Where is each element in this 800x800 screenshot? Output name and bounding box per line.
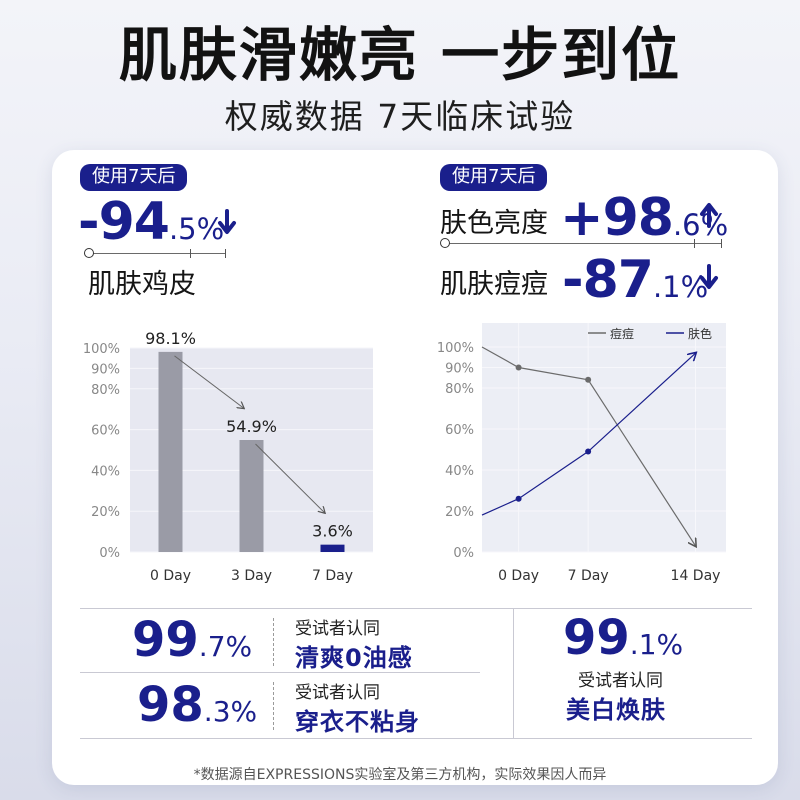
rule-tick xyxy=(721,239,722,248)
stat-separator xyxy=(273,682,274,730)
data-label: 54.9% xyxy=(226,417,277,436)
down-arrow-icon xyxy=(217,209,237,244)
stat-whitening-dec: .1% xyxy=(630,628,683,661)
page-subtitle: 权威数据 7天临床试验 xyxy=(0,90,800,138)
stats-top-divider xyxy=(80,608,752,609)
up-arrow-icon xyxy=(699,200,719,235)
y-tick-label: 80% xyxy=(91,383,120,398)
y-tick-label: 80% xyxy=(445,382,474,397)
stat-whitening-int: 99 xyxy=(563,610,630,666)
y-tick-label: 40% xyxy=(91,464,120,479)
left-metric-label: 肌肤鸡皮 xyxy=(88,262,196,301)
stats-bottom-divider xyxy=(80,738,752,739)
stat-nonsticky-claim: 穿衣不粘身 xyxy=(295,702,420,737)
stat-nonsticky-dec: .3% xyxy=(204,695,257,728)
stats-vertical-divider xyxy=(513,608,514,738)
bar xyxy=(159,352,183,552)
bar xyxy=(321,545,345,552)
left-metric-int: -94 xyxy=(78,192,169,252)
stat-oilfree-dec: .7% xyxy=(199,630,252,663)
left-metric-value: -94.5% xyxy=(78,192,224,252)
y-tick-label: 60% xyxy=(445,423,474,438)
line-chart: 100% 90% 80% 60% 40% 20% 0% 0 Day 7 Day 14 Day 痘痘 肤… xyxy=(420,315,740,590)
x-tick-label: 7 Day xyxy=(312,568,353,584)
y-tick-label: 100% xyxy=(83,342,120,357)
y-tick-label: 90% xyxy=(91,362,120,377)
series-point xyxy=(585,377,591,383)
series-point xyxy=(516,365,522,371)
x-tick-label: 0 Day xyxy=(150,568,191,584)
acne-value: -87.1% xyxy=(562,250,708,310)
y-tick-label: 20% xyxy=(445,505,474,520)
data-label: 3.6% xyxy=(312,522,353,541)
left-metric-dec: .5% xyxy=(169,212,224,246)
rule-tick xyxy=(694,239,695,248)
stat-oilfree-int: 99 xyxy=(132,612,199,668)
stat-whitening-claim: 美白焕肤 xyxy=(566,690,666,725)
stat-nonsticky-int: 98 xyxy=(137,677,204,733)
rule-tick xyxy=(190,249,191,258)
stat-nonsticky-caption: 受试者认同 xyxy=(295,678,380,703)
acne-label: 肌肤痘痘 xyxy=(440,262,548,301)
page-title: 肌肤滑嫩亮 一步到位 xyxy=(0,8,800,92)
stat-oilfree-claim: 清爽0油感 xyxy=(295,638,413,673)
x-tick-label: 14 Day xyxy=(671,568,721,584)
down-arrow-icon xyxy=(699,264,719,299)
series-point xyxy=(516,496,522,502)
y-tick-label: 60% xyxy=(91,424,120,439)
y-tick-label: 40% xyxy=(445,464,474,479)
series-point xyxy=(585,449,591,455)
y-tick-label: 20% xyxy=(91,505,120,520)
right-usage-tag: 使用7天后 xyxy=(440,164,547,191)
stat-oilfree-value: 99.7% xyxy=(132,612,252,668)
rule-dot xyxy=(84,248,94,258)
footnote: *数据源自EXPRESSIONS实验室及第三方机构，实际效果因人而异 xyxy=(0,764,800,784)
stat-oilfree-caption: 受试者认同 xyxy=(295,614,380,639)
stat-separator xyxy=(273,618,274,666)
bar xyxy=(240,440,264,552)
data-label: 98.1% xyxy=(145,329,196,348)
x-tick-label: 3 Day xyxy=(231,568,272,584)
stat-nonsticky-value: 98.3% xyxy=(137,677,257,733)
stats-middle-divider xyxy=(80,672,480,673)
legend-label: 肤色 xyxy=(688,326,712,341)
y-tick-label: 0% xyxy=(99,546,120,561)
y-tick-label: 0% xyxy=(453,546,474,561)
legend-label: 痘痘 xyxy=(610,326,634,341)
x-tick-label: 7 Day xyxy=(568,568,609,584)
bar-chart: 100% 90% 80% 60% 40% 20% 0% 98.1% 0 Day 54.9% 3 Da… xyxy=(70,320,390,590)
y-tick-label: 100% xyxy=(437,341,474,356)
x-tick-label: 0 Day xyxy=(498,568,539,584)
brightness-int: +98 xyxy=(560,188,673,248)
acne-int: -87 xyxy=(562,250,653,310)
rule-dot xyxy=(440,238,450,248)
brightness-label: 肤色亮度 xyxy=(440,201,548,240)
left-usage-tag: 使用7天后 xyxy=(80,164,187,191)
right-metric-rule xyxy=(446,243,722,244)
rule-tick xyxy=(225,249,226,258)
stat-whitening-value: 99.1% xyxy=(563,610,683,666)
stat-whitening-caption: 受试者认同 xyxy=(578,666,663,691)
y-tick-label: 90% xyxy=(445,362,474,377)
left-metric-rule xyxy=(90,253,226,254)
